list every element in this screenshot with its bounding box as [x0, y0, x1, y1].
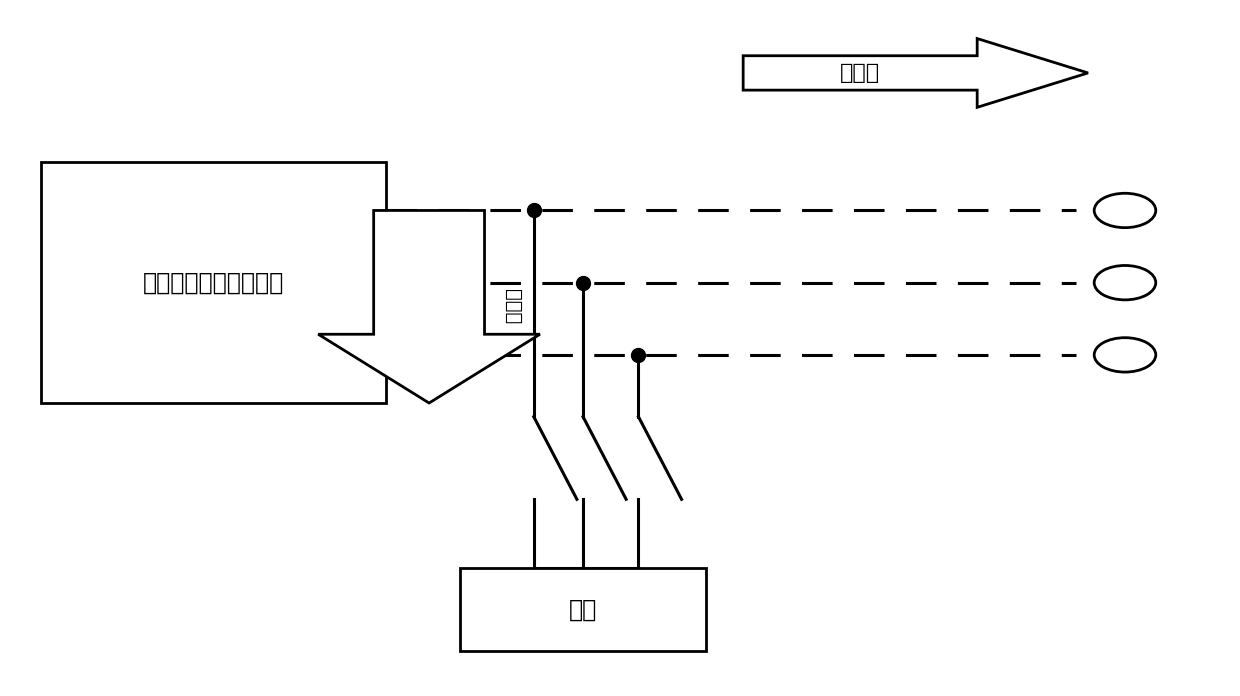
Text: 负载: 负载 — [569, 597, 598, 622]
Polygon shape — [743, 38, 1087, 107]
Text: 至电网: 至电网 — [841, 63, 880, 83]
Text: 线路阻抗参数测量装置: 线路阻抗参数测量装置 — [143, 271, 284, 294]
Circle shape — [1094, 338, 1156, 372]
Bar — [41, 162, 386, 403]
Bar — [460, 568, 707, 651]
Polygon shape — [319, 210, 539, 403]
Circle shape — [1094, 265, 1156, 300]
Circle shape — [1094, 193, 1156, 228]
Text: 至负载: 至负载 — [503, 289, 522, 324]
